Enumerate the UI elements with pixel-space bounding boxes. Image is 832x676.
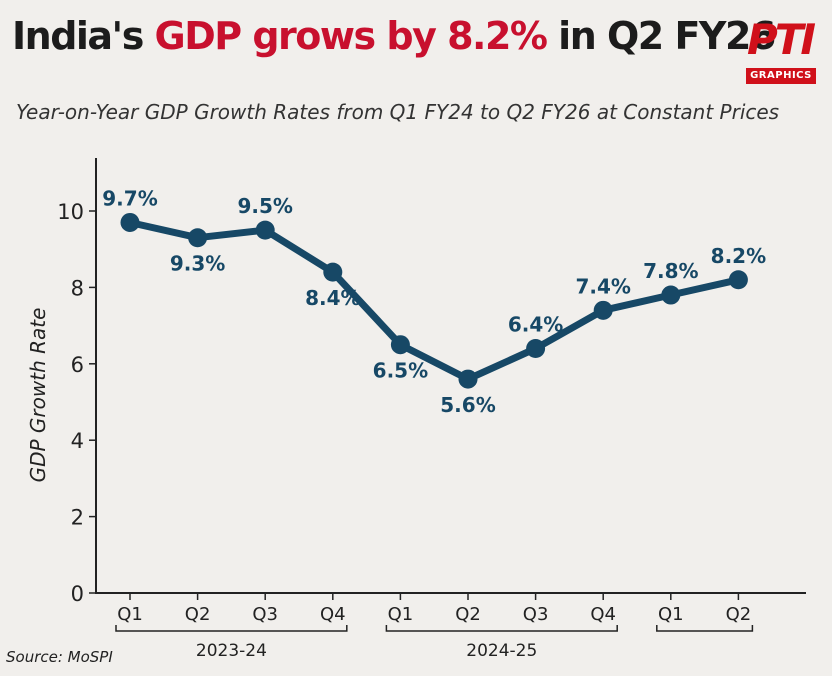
x-tick-label: Q1 (388, 604, 414, 625)
data-label: 9.3% (170, 252, 225, 276)
x-tick-label: Q4 (590, 604, 616, 625)
data-label: 7.4% (575, 274, 630, 298)
group-label: 2024-25 (466, 641, 537, 661)
data-label: 5.6% (440, 393, 495, 417)
title-highlight: GDP grows by 8.2% (154, 14, 548, 58)
data-point (188, 228, 208, 248)
y-tick-label: 2 (71, 506, 84, 530)
data-point (458, 369, 478, 389)
data-label: 9.5% (237, 194, 292, 218)
x-tick-label: Q2 (726, 604, 752, 625)
data-label: 7.8% (643, 259, 698, 283)
data-label: 8.2% (711, 244, 766, 268)
x-tick-label: Q4 (320, 604, 346, 625)
data-point (661, 285, 681, 305)
y-tick-label: 6 (71, 353, 84, 377)
group-bracket (656, 625, 754, 632)
source-note: Source: MoSPI (6, 648, 113, 666)
data-label: 9.7% (102, 186, 157, 210)
data-point (728, 270, 748, 290)
data-point (323, 262, 343, 282)
x-tick-label: Q1 (658, 604, 684, 625)
data-label: 8.4% (305, 286, 360, 310)
data-label: 6.5% (373, 359, 428, 383)
group-label: 2023-24 (196, 641, 267, 661)
logo-mark: PTI (746, 15, 816, 64)
x-tick-label: Q2 (455, 604, 481, 625)
y-tick-label: 0 (71, 582, 84, 606)
chart-subtitle: Year-on-Year GDP Growth Rates from Q1 FY… (16, 100, 780, 124)
x-tick-label: Q1 (117, 604, 143, 625)
title-pre: India's (12, 14, 155, 58)
data-point (526, 339, 546, 359)
chart-title: India's GDP grows by 8.2% in Q2 FY26 (12, 14, 776, 60)
x-tick-label: Q3 (523, 604, 549, 625)
series-line (126, 219, 742, 383)
x-tick-label: Q3 (252, 604, 278, 625)
data-point (255, 220, 275, 240)
title-post: in Q2 FY26 (546, 14, 776, 58)
y-tick-label: 10 (57, 200, 84, 224)
data-point (120, 212, 140, 232)
pti-graphics-logo: PTI GRAPHICS (742, 14, 818, 86)
y-tick-label: 8 (71, 276, 84, 300)
data-label: 6.4% (508, 313, 563, 337)
data-point (593, 300, 613, 320)
logo-badge: GRAPHICS (746, 68, 816, 84)
data-point (390, 335, 410, 355)
y-tick-label: 4 (71, 429, 84, 453)
group-bracket (385, 625, 618, 632)
group-bracket (115, 625, 348, 632)
x-tick-label: Q2 (185, 604, 211, 625)
y-axis-label: GDP Growth Rate (26, 307, 50, 483)
